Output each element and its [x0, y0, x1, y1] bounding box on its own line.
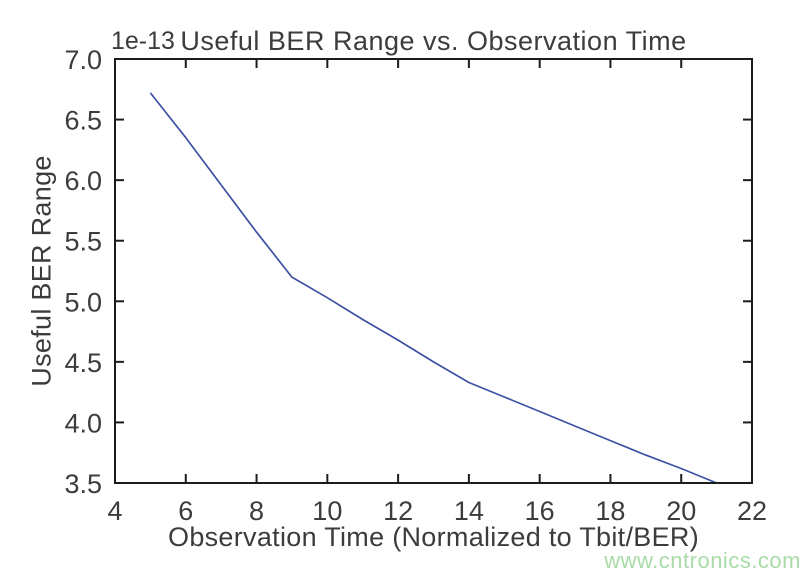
y-axis-label: Useful BER Range: [26, 155, 57, 387]
x-tick-label: 22: [737, 496, 767, 526]
y-tick-label: 4.0: [64, 408, 102, 438]
x-tick-label: 6: [178, 496, 193, 526]
watermark-text: www.cntronics.com: [604, 548, 801, 573]
x-tick-label: 14: [454, 496, 484, 526]
x-tick-label: 4: [107, 496, 122, 526]
y-axis-offset-label: 1e-13: [111, 27, 175, 55]
x-tick-label: 10: [312, 496, 342, 526]
axes-frame: [114, 58, 753, 484]
x-tick-label: 12: [383, 496, 413, 526]
x-tick-label: 18: [595, 496, 625, 526]
y-tick-label: 5.5: [64, 227, 102, 257]
y-tick-label: 5.0: [64, 287, 102, 317]
x-tick-label: 20: [666, 496, 696, 526]
y-tick-label: 7.0: [64, 45, 102, 75]
data-line: [149, 92, 717, 484]
chart-title: Useful BER Range vs. Observation Time: [180, 26, 687, 56]
x-axis-label: Observation Time (Normalized to Tbit/BER…: [168, 522, 699, 552]
y-tick-label: 6.5: [64, 106, 102, 136]
y-tick-label: 6.0: [64, 166, 102, 196]
x-tick-label: 8: [249, 496, 264, 526]
x-tick-label: 16: [525, 496, 555, 526]
y-tick-label: 4.5: [64, 348, 102, 378]
y-tick-label: 3.5: [64, 469, 102, 499]
